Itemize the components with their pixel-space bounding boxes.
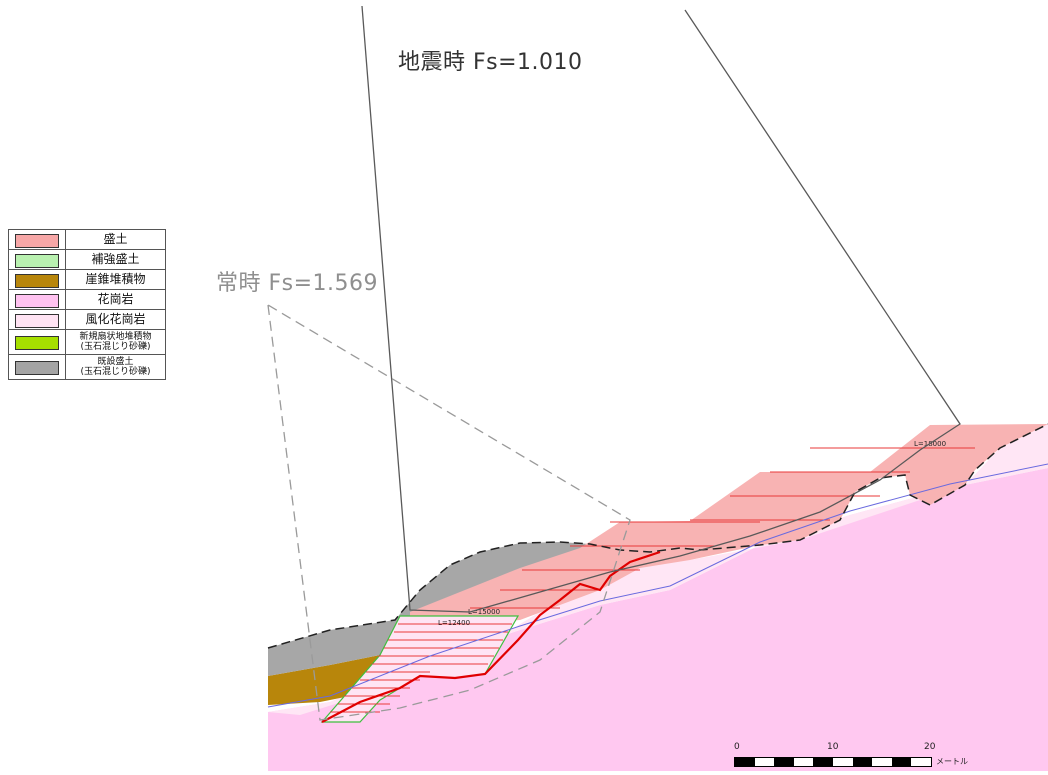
scale-tick: 0 — [734, 742, 740, 752]
legend-label: 補強盛土 — [65, 249, 166, 270]
legend-row: 崖錐堆積物 — [8, 269, 166, 290]
legend-label: 風化花崗岩 — [65, 309, 166, 330]
legend-label: 盛土 — [65, 229, 166, 250]
legend-row: 補強盛土 — [8, 249, 166, 270]
legend-row: 新規扇状地堆積物 (玉石混じり砂礫) — [8, 329, 166, 355]
legend-swatch — [15, 253, 59, 268]
water-table-line — [267, 463, 1048, 708]
scale-bar-segments — [734, 757, 932, 767]
legend-swatch — [15, 233, 59, 248]
legend-label: 崖錐堆積物 — [65, 269, 166, 290]
seismic-slip-circle — [361, 5, 961, 613]
normal-slip-circle — [267, 304, 631, 721]
legend-swatch — [15, 336, 59, 350]
legend-row: 盛土 — [8, 229, 166, 250]
legend-swatch — [15, 293, 59, 308]
normal-safety-factor-label: 常時 Fs=1.569 — [216, 271, 379, 296]
legend-row: 花崗岩 — [8, 289, 166, 310]
granite-layer — [268, 468, 1048, 771]
weathered-granite-layer — [268, 424, 1048, 715]
anchor-length-label: L=12400 — [438, 619, 470, 627]
legend: 盛土 補強盛土 崖錐堆積物 花崗岩 風化花崗岩 新規扇状地堆積物 (玉石混じり砂… — [8, 229, 166, 380]
scale-tick: 10 — [827, 742, 839, 752]
scale-unit-label: メートル — [936, 757, 968, 766]
seismic-safety-factor-label: 地震時 Fs=1.010 — [398, 50, 583, 75]
legend-label: 新規扇状地堆積物 (玉石混じり砂礫) — [65, 329, 166, 355]
legend-swatch — [15, 273, 59, 288]
anchor-length-label: L=15000 — [468, 608, 500, 616]
legend-label: 花崗岩 — [65, 289, 166, 310]
failure-line — [321, 550, 661, 723]
scale-bar: 0 10 20 メートル — [734, 742, 974, 770]
legend-row: 風化花崗岩 — [8, 309, 166, 330]
legend-label: 既設盛土 (玉石混じり砂礫) — [65, 354, 166, 380]
legend-row: 既設盛土 (玉石混じり砂礫) — [8, 354, 166, 380]
legend-swatch — [15, 313, 59, 328]
scale-tick: 20 — [924, 742, 936, 752]
legend-swatch — [15, 361, 59, 375]
